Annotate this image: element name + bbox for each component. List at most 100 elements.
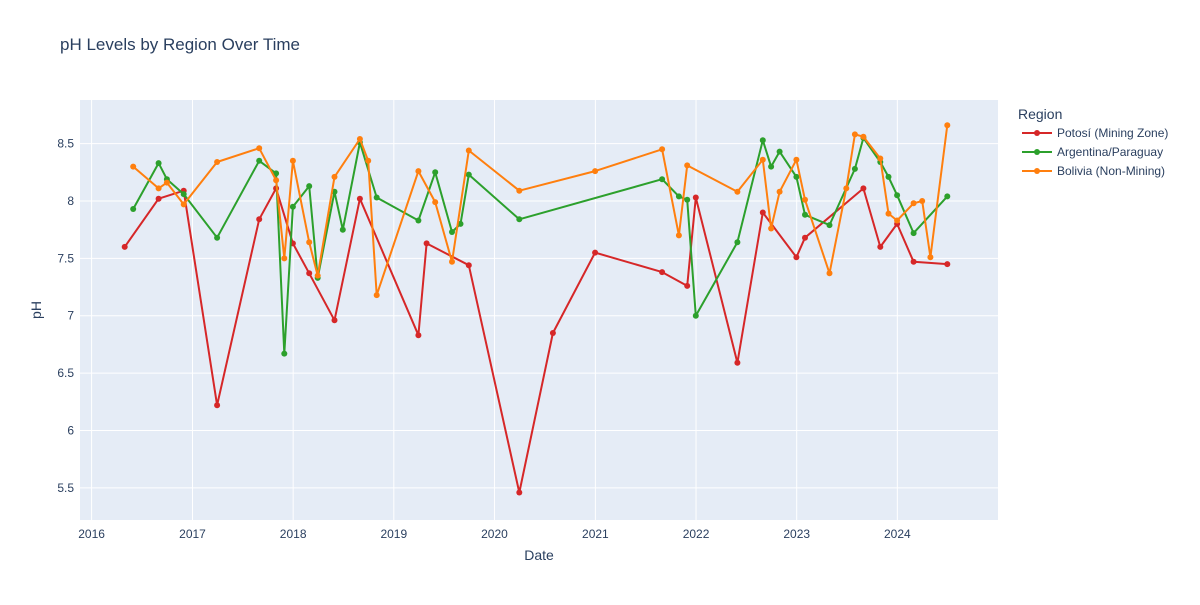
legend-item[interactable]: Bolivia (Non-Mining): [1022, 164, 1165, 178]
data-point: [163, 179, 170, 186]
data-point: [675, 232, 682, 239]
data-point: [457, 220, 464, 227]
data-point: [256, 216, 263, 223]
data-point: [432, 169, 439, 176]
data-point: [465, 147, 472, 154]
y-tick-label: 7: [67, 309, 74, 323]
data-point: [289, 157, 296, 164]
legend-label: Potosí (Mining Zone): [1057, 126, 1168, 140]
data-point: [356, 195, 363, 202]
data-point: [281, 255, 288, 262]
x-tick-label: 2023: [783, 527, 810, 541]
legend-swatch-marker: [1034, 149, 1040, 155]
data-point: [432, 199, 439, 206]
data-point: [944, 261, 951, 268]
data-point: [768, 225, 775, 232]
data-point: [306, 239, 313, 246]
data-point: [894, 217, 901, 224]
x-tick-label: 2019: [380, 527, 407, 541]
data-point: [734, 239, 741, 246]
data-point: [356, 136, 363, 142]
data-point: [289, 203, 296, 210]
data-point: [851, 165, 858, 172]
plot-area: [80, 100, 998, 520]
data-point: [802, 196, 808, 203]
data-point: [273, 170, 280, 177]
y-tick-label: 8: [67, 194, 74, 208]
data-point: [214, 402, 221, 409]
data-point: [802, 234, 808, 241]
data-point: [659, 146, 666, 153]
data-point: [776, 148, 783, 155]
y-tick-label: 5.5: [57, 481, 74, 495]
data-point: [214, 234, 221, 241]
data-point: [516, 216, 523, 223]
data-point: [659, 176, 666, 183]
data-point: [306, 270, 313, 277]
data-point: [121, 243, 128, 250]
data-point: [339, 226, 346, 233]
data-point: [734, 359, 741, 366]
data-point: [877, 155, 884, 162]
legend-title: Region: [1018, 106, 1062, 122]
data-point: [759, 156, 766, 163]
data-point: [373, 194, 380, 201]
x-axis-title: Date: [524, 547, 554, 563]
y-tick-label: 6: [67, 423, 74, 437]
legend-swatch-marker: [1034, 168, 1040, 174]
data-point: [793, 173, 800, 180]
data-point: [449, 258, 455, 265]
data-point: [256, 157, 263, 164]
data-point: [592, 168, 599, 175]
x-tick-label: 2024: [884, 527, 911, 541]
data-point: [331, 173, 338, 180]
data-point: [734, 188, 741, 195]
series-2: [130, 122, 951, 299]
data-point: [684, 282, 691, 289]
legend-items: Potosí (Mining Zone) Argentina/Paraguay Bo…: [1022, 126, 1168, 178]
data-point: [860, 185, 867, 192]
x-tick-label: 2020: [481, 527, 508, 541]
data-point: [894, 192, 901, 199]
data-point: [256, 145, 263, 152]
data-point: [180, 191, 187, 198]
data-point: [449, 229, 455, 235]
x-tick-label: 2022: [683, 527, 710, 541]
data-point: [155, 185, 162, 192]
data-point: [516, 489, 523, 496]
data-point: [423, 240, 430, 247]
data-point: [860, 133, 867, 140]
legend-item[interactable]: Potosí (Mining Zone): [1022, 126, 1168, 140]
data-point: [659, 269, 666, 276]
data-point: [592, 249, 599, 256]
y-axis-title: pH: [28, 301, 44, 319]
data-point: [851, 131, 858, 138]
y-tick-label: 8.5: [57, 137, 74, 151]
legend-label: Argentina/Paraguay: [1057, 145, 1163, 159]
data-point: [692, 194, 699, 201]
data-point: [684, 162, 691, 169]
data-point: [465, 262, 472, 269]
y-tick-label: 7.5: [57, 251, 74, 265]
data-point: [415, 332, 422, 339]
data-point: [415, 217, 422, 224]
data-point: [155, 160, 162, 167]
data-point: [130, 163, 137, 170]
data-point: [768, 163, 775, 170]
x-tick-label: 2016: [78, 527, 105, 541]
data-point: [885, 210, 892, 217]
data-point: [273, 177, 280, 184]
data-point: [944, 193, 951, 200]
data-point: [373, 292, 380, 299]
data-series: [121, 122, 951, 496]
data-point: [549, 330, 556, 336]
data-point: [910, 200, 917, 207]
legend-item[interactable]: Argentina/Paraguay: [1022, 145, 1163, 159]
data-point: [281, 350, 288, 357]
legend: Region Potosí (Mining Zone) Argentina/Par…: [1018, 106, 1168, 178]
data-point: [910, 230, 917, 237]
data-point: [516, 187, 523, 194]
data-point: [944, 122, 951, 129]
y-axis-ticks: 5.5 6 6.5 7 7.5 8 8.5: [57, 137, 74, 495]
